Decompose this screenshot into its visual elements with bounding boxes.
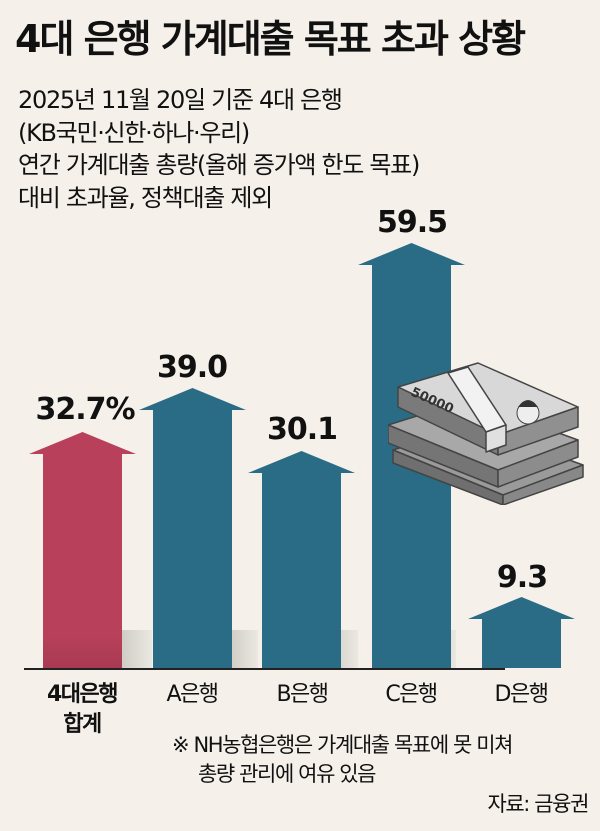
arrow-head <box>468 597 575 619</box>
arrow-head <box>29 432 136 454</box>
subtitle-line: 2025년 11월 20일 기준 4대 은행 <box>18 86 343 114</box>
bar-shadow <box>230 630 258 668</box>
arrow-head <box>358 243 465 265</box>
footnote: ※ NH농협은행은 가계대출 목표에 못 미쳐 총량 관리에 여유 있음 <box>172 731 513 789</box>
source-credit: 자료: 금융권 <box>487 792 589 816</box>
arrow-stem <box>262 473 341 668</box>
bar-a <box>139 388 246 668</box>
subtitle-line: (KB국민·신한·하나·우리) <box>18 118 250 147</box>
value-label-a: 39.0 <box>156 350 228 385</box>
category-label-line: 4대은행 <box>46 682 119 707</box>
arrow-stem <box>153 410 232 668</box>
value-label-b: 30.1 <box>266 412 338 447</box>
footnote-line: ※ NH농협은행은 가계대출 목표에 못 미쳐 <box>172 733 513 757</box>
bar-shadow <box>122 630 152 668</box>
arrow-head <box>248 451 355 473</box>
category-label-c: C은행 <box>385 682 438 707</box>
arrow-stem <box>482 619 561 668</box>
category-label-line: 합계 <box>63 712 102 737</box>
subtitle-line: 연간 가계대출 총량(올해 증가액 한도 목표) <box>18 151 420 179</box>
category-label-d: D은행 <box>494 682 549 707</box>
value-label-c: 59.5 <box>376 205 448 240</box>
cash-stack-icon: 50000 <box>388 362 584 505</box>
bar-d <box>468 597 575 668</box>
bar-total <box>29 432 136 668</box>
category-label-b: B은행 <box>276 682 329 707</box>
value-label-d: 9.3 <box>496 560 548 595</box>
arrow-head <box>139 388 246 410</box>
arrow-stem <box>43 454 122 668</box>
subtitle-line: 대비 초과율, 정책대출 제외 <box>18 183 273 212</box>
category-label-total: 4대은행 합계 <box>27 680 137 740</box>
chart-subtitle: 2025년 11월 20일 기준 4대 은행 (KB국민·신한·하나·우리) 연… <box>18 84 420 214</box>
value-label-total: 32.7% <box>35 392 135 427</box>
category-label-a: A은행 <box>166 682 219 707</box>
bar-b <box>248 451 355 668</box>
footnote-line: 총량 관리에 여유 있음 <box>198 762 377 786</box>
x-axis-baseline <box>24 668 505 670</box>
chart-title: 4대 은행 가계대출 목표 초과 상황 <box>15 17 526 61</box>
